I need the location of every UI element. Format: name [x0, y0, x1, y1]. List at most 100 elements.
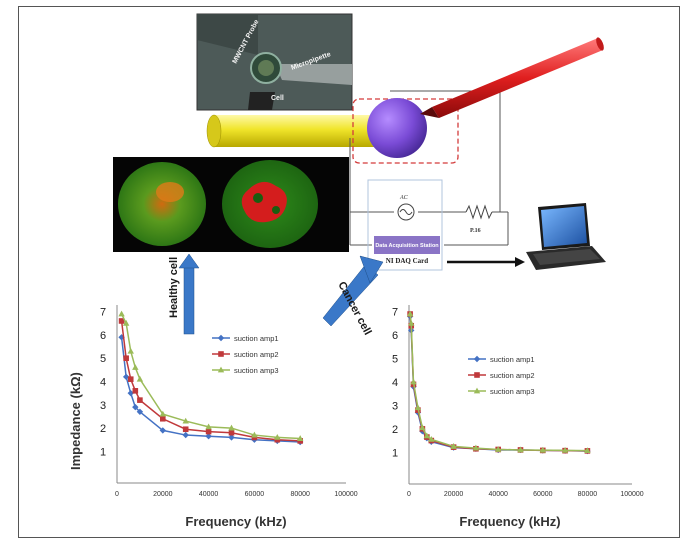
data-point [419, 424, 426, 431]
data-point [205, 433, 212, 440]
y-tick-label: 5 [100, 353, 106, 365]
data-point [123, 355, 129, 362]
x-axis-title: Frequency (kHz) [185, 514, 286, 529]
data-point [132, 364, 139, 370]
series-line-1 [120, 337, 301, 443]
cell-sphere [367, 98, 427, 158]
ac-label: AC [399, 195, 409, 201]
daq-card-label: NI DAQ Card [386, 257, 428, 265]
data-point [539, 446, 546, 453]
data-point [472, 444, 480, 451]
x-tick-label: 0 [115, 491, 119, 498]
data-point [160, 415, 166, 422]
data-point [423, 432, 431, 439]
data-point [408, 320, 415, 326]
data-point [122, 373, 130, 381]
legend-marker-2 [218, 351, 224, 357]
cell-label: Cell [271, 95, 284, 102]
data-point [136, 408, 144, 415]
laptop-icon [526, 203, 606, 270]
y-tick-label: 5 [392, 354, 398, 366]
data-point [428, 435, 435, 442]
y-tick-label: 4 [392, 377, 398, 389]
legend-label-2: suction amp2 [490, 371, 535, 380]
y-tick-label: 7 [100, 307, 106, 319]
x-tick-label: 80000 [578, 491, 598, 498]
data-point [132, 403, 139, 411]
data-point [228, 429, 235, 436]
data-point [132, 388, 139, 394]
data-point [228, 434, 235, 441]
data-point [182, 426, 189, 433]
data-point [561, 447, 569, 453]
daq-station-block [374, 236, 440, 254]
series-line-3 [120, 313, 301, 440]
data-point [159, 427, 166, 434]
fluorescence-image [113, 157, 349, 252]
data-point [228, 424, 235, 431]
data-point [450, 443, 457, 449]
resistor-icon [465, 204, 493, 220]
data-point [584, 447, 591, 454]
data-point [205, 428, 212, 435]
resistor-label: P.16 [470, 228, 481, 234]
x-tick-label: 40000 [488, 491, 508, 498]
series-line-2 [409, 313, 588, 452]
cancer-impedance-chart: 1 2 3 4 5 6 7 0 20000 40000 60000 80000 100000 suctio… [392, 305, 644, 529]
x-tick-label: 60000 [245, 491, 265, 498]
data-point [410, 378, 417, 385]
measurement-region [352, 98, 459, 164]
data-point [251, 431, 258, 438]
data-point [182, 431, 189, 439]
legend-marker-3 [217, 366, 225, 373]
x-tick-label: 100000 [334, 491, 357, 498]
legend-marker-3 [473, 387, 481, 394]
data-point [118, 310, 125, 317]
x-tick-label: 60000 [533, 491, 553, 498]
data-point [495, 446, 502, 452]
y-tick-label: 2 [100, 423, 106, 435]
legend-label-3: suction amp3 [234, 366, 279, 375]
x-tick-label: 0 [407, 491, 411, 498]
cancer-arrow [322, 255, 384, 327]
y-tick-label: 3 [392, 400, 398, 412]
healthy-arrow [178, 253, 200, 335]
data-point [182, 417, 189, 424]
data-point [414, 404, 422, 411]
data-point [118, 318, 125, 324]
data-point [297, 435, 304, 441]
data-point [127, 376, 134, 382]
data-point [159, 410, 166, 417]
y-tick-label: 3 [100, 400, 106, 412]
legend-marker-1 [217, 334, 225, 342]
x-tick-label: 80000 [290, 491, 310, 498]
x-tick-label: 20000 [153, 491, 173, 498]
series-line-1 [409, 316, 588, 452]
data-point [517, 446, 524, 453]
x-tick-label: 100000 [620, 491, 643, 498]
legend-label-3: suction amp3 [490, 387, 535, 396]
data-point [122, 319, 130, 326]
data-point [127, 389, 134, 397]
y-tick-label: 6 [100, 330, 106, 342]
data-point [205, 423, 212, 430]
y-tick-label: 7 [392, 307, 398, 319]
mwcnt-probe-pen [420, 37, 604, 118]
microscope-inset [196, 13, 353, 111]
y-tick-label: 1 [100, 446, 106, 458]
data-point [137, 397, 143, 403]
legend-label-1: suction amp1 [490, 355, 535, 364]
data-point [406, 310, 414, 317]
x-axis-title: Frequency (kHz) [459, 514, 560, 529]
y-tick-label: 4 [100, 377, 106, 389]
healthy-impedance-chart: 1 2 3 4 5 6 7 0 20000 40000 60000 80000 100000 suctio… [68, 305, 358, 529]
y-tick-label: 1 [392, 447, 398, 459]
legend-marker-1 [473, 355, 481, 363]
y-tick-label: 2 [392, 424, 398, 436]
daq-station-label: Data Acquisition Station [375, 243, 439, 249]
data-point [136, 375, 144, 382]
x-tick-label: 20000 [444, 491, 464, 498]
daq-box [367, 179, 443, 271]
x-tick-label: 40000 [199, 491, 219, 498]
